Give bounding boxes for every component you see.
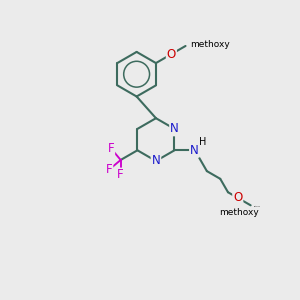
Text: O: O bbox=[233, 191, 242, 204]
Text: N: N bbox=[170, 122, 179, 135]
Text: F: F bbox=[108, 142, 114, 155]
Text: F: F bbox=[117, 168, 124, 181]
Text: N: N bbox=[152, 154, 160, 167]
Text: O: O bbox=[167, 48, 176, 61]
Text: methoxy: methoxy bbox=[190, 40, 230, 49]
Text: methoxy: methoxy bbox=[219, 208, 259, 217]
Text: methoxy2: methoxy2 bbox=[254, 206, 261, 207]
Text: N: N bbox=[190, 144, 199, 157]
Text: H: H bbox=[199, 137, 206, 147]
Text: F: F bbox=[106, 163, 112, 176]
